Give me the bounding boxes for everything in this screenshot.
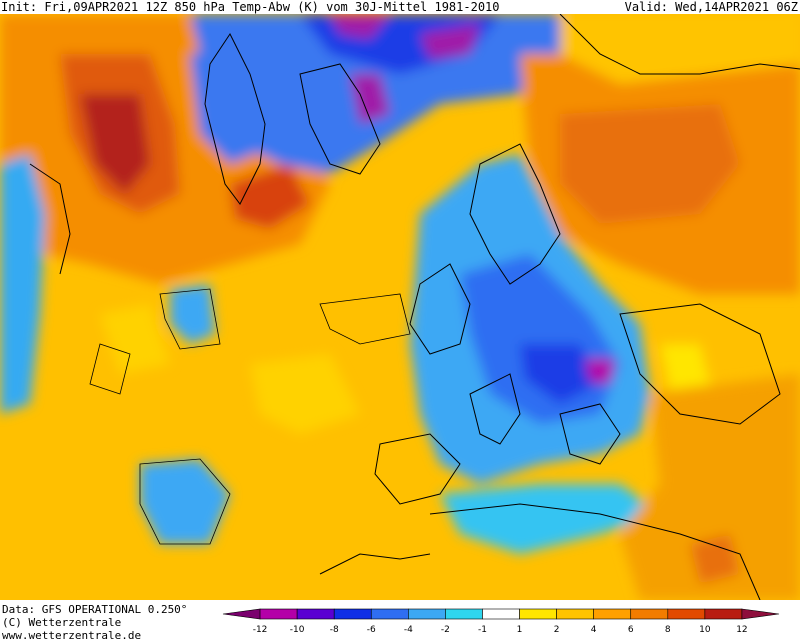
legend-bin bbox=[667, 608, 706, 620]
legend-bin bbox=[630, 608, 669, 620]
legend-tick-label: 12 bbox=[736, 625, 747, 635]
legend-bars bbox=[222, 608, 780, 620]
legend-bin bbox=[296, 608, 335, 620]
valid-time-label: Valid: Wed,14APR2021 06Z bbox=[624, 0, 798, 14]
legend-tick-label: -2 bbox=[441, 625, 450, 635]
zero-contours bbox=[89, 288, 411, 545]
legend-tick-label: 1 bbox=[517, 625, 523, 635]
data-source-label: Data: GFS OPERATIONAL 0.250° bbox=[2, 603, 188, 616]
legend-bin bbox=[482, 608, 520, 620]
anomaly-fields bbox=[0, 14, 800, 600]
legend-tick-labels: -12 -10 -8 -6 -4 -2 -1 1 2 4 6 8 10 12 bbox=[253, 625, 748, 635]
color-legend: -12 -10 -8 -6 -4 -2 -1 1 2 4 6 8 10 12 bbox=[222, 608, 780, 635]
legend-bin bbox=[259, 608, 298, 620]
footer: Data: GFS OPERATIONAL 0.250° (C) Wetterz… bbox=[0, 600, 800, 642]
legend-bin bbox=[704, 608, 743, 620]
legend-bin bbox=[222, 608, 261, 620]
legend-tick-label: -4 bbox=[404, 625, 413, 635]
legend-tick-label: -12 bbox=[253, 625, 268, 635]
legend-tick-label: -8 bbox=[330, 625, 339, 635]
legend-bin bbox=[741, 608, 780, 620]
legend-tick-label: 8 bbox=[665, 625, 671, 635]
legend-bin bbox=[593, 608, 632, 620]
legend-tick-label: 6 bbox=[628, 625, 634, 635]
legend-bin bbox=[519, 608, 557, 620]
legend-bin bbox=[370, 608, 409, 620]
legend-tick-label: 2 bbox=[554, 625, 560, 635]
temperature-anomaly-map[interactable] bbox=[0, 14, 800, 600]
legend-tick-label: -1 bbox=[478, 625, 487, 635]
legend-tick-label: -10 bbox=[290, 625, 305, 635]
legend-bin bbox=[445, 608, 483, 620]
title-bar: Init: Fri,09APR2021 12Z 850 hPa Temp-Abw… bbox=[0, 0, 800, 14]
coastlines bbox=[29, 14, 800, 600]
init-time-label: Init: Fri,09APR2021 12Z 850 hPa Temp-Abw… bbox=[1, 0, 500, 14]
legend-tick-label: 10 bbox=[699, 625, 711, 635]
legend-bin bbox=[333, 608, 372, 620]
website-link[interactable]: www.wetterzentrale.de bbox=[2, 629, 142, 642]
legend-tick-label: -6 bbox=[367, 625, 376, 635]
copyright-label: (C) Wetterzentrale bbox=[2, 616, 122, 629]
legend-tick-label: 4 bbox=[591, 625, 597, 635]
legend-bin bbox=[408, 608, 446, 620]
legend-bin bbox=[556, 608, 594, 620]
